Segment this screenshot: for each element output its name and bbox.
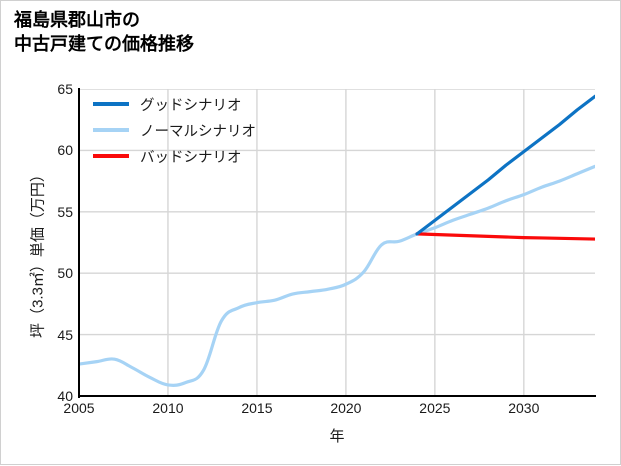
series-line-good: [415, 94, 595, 236]
legend-item[interactable]: グッドシナリオ: [93, 91, 313, 117]
y-tick-label: 45: [57, 326, 73, 343]
series-line-bad: [415, 232, 595, 241]
legend-color-swatch: [93, 154, 129, 158]
x-tick-label: 2010: [152, 400, 184, 416]
legend-item[interactable]: バッドシナリオ: [93, 143, 313, 169]
y-tick-label: 60: [57, 142, 73, 159]
legend-item[interactable]: ノーマルシナリオ: [93, 117, 313, 143]
x-tick-label: 2025: [419, 400, 451, 416]
x-axis-label: 年: [329, 428, 345, 445]
y-tick-label: 55: [57, 203, 73, 220]
y-tick-label: 40: [57, 388, 73, 404]
x-tick-label: 2005: [63, 400, 95, 416]
gridlines: [79, 89, 595, 396]
chart-legend: グッドシナリオ ノーマルシナリオ バッドシナリオ: [93, 91, 313, 169]
plot-canvas: [79, 89, 595, 396]
legend-color-swatch: [93, 102, 129, 106]
y-tick-label: 65: [57, 81, 73, 97]
x-tick-label: 2030: [508, 400, 540, 416]
legend-item-label: グッドシナリオ: [140, 97, 242, 114]
chart-title: 福島県郡山市の 中古戸建ての価格推移: [14, 10, 194, 55]
x-tick-label: 2020: [330, 400, 362, 416]
legend-item-label: バッドシナリオ: [140, 149, 242, 166]
legend-color-swatch: [93, 128, 129, 132]
series-line-normal: [79, 164, 595, 387]
x-tick-label: 2015: [241, 400, 273, 416]
y-axis-line: [78, 88, 80, 398]
x-axis-line: [78, 395, 596, 397]
y-axis-tick-labels: 40 45 50 55 60 65: [39, 1, 73, 466]
legend-item-label: ノーマルシナリオ: [140, 123, 256, 140]
y-tick-label: 50: [57, 265, 73, 282]
y-axis-label: 坪（3.3㎡）単価（万円）: [29, 167, 47, 338]
series-lines: [79, 94, 595, 387]
